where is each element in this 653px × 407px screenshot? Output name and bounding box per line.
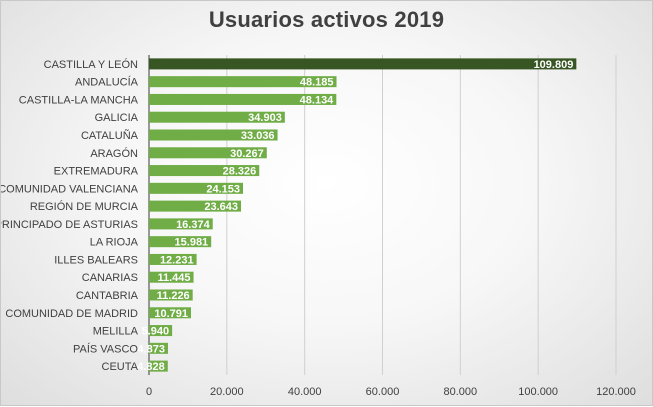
bar-value-label: 33.036 <box>241 130 275 142</box>
category-label: ARAGÓN <box>90 147 138 160</box>
bar-value-label: 16.374 <box>176 219 211 231</box>
bar-value-label: 11.445 <box>157 272 190 284</box>
category-label: ILLES BALEARS <box>54 254 138 266</box>
x-tick-label: 60.000 <box>366 386 400 398</box>
bar-value-label: 5.940 <box>142 326 170 338</box>
bar <box>149 360 168 372</box>
bar <box>149 218 213 230</box>
bar <box>149 253 197 265</box>
category-label: GALICIA <box>95 112 139 124</box>
bar <box>149 165 260 177</box>
bar-value-label: 28.326 <box>223 166 257 178</box>
bar <box>149 147 267 159</box>
category-label: EXTREMADURA <box>54 166 139 178</box>
bar-value-label: 23.643 <box>204 201 238 213</box>
bar-value-label: 11.226 <box>157 290 190 302</box>
labels-layer: 0 20.000 40.000 60.000 80.000 100.000 120.000 C… <box>1 58 636 398</box>
bar-value-label: 15.981 <box>175 237 209 249</box>
bar <box>149 93 337 105</box>
bar <box>149 342 168 354</box>
chart-title: Usuarios activos 2019 <box>208 7 445 32</box>
category-label: COMUNIDAD VALENCIANA <box>1 183 139 195</box>
x-tick-label: 0 <box>146 386 152 398</box>
x-tick-label: 120.000 <box>596 386 636 398</box>
grid-layer <box>148 55 617 375</box>
bar <box>149 182 243 194</box>
x-tick-label: 40.000 <box>288 386 322 398</box>
x-tick-label: 100.000 <box>518 386 558 398</box>
bar-value-label: 34.903 <box>248 112 282 124</box>
bar-value-label: 48.185 <box>300 77 334 89</box>
bar-value-label: 30.267 <box>230 148 264 160</box>
category-label: PAÍS VASCO <box>73 342 138 355</box>
bar <box>149 76 337 88</box>
x-tick-label: 20.000 <box>210 386 244 398</box>
bar <box>149 200 242 212</box>
bar-value-label: 4.828 <box>137 361 165 373</box>
bar <box>149 111 285 123</box>
category-label: CASTILLA Y LEÓN <box>44 58 138 71</box>
category-label: MELILLA <box>93 326 139 338</box>
bars-layer <box>149 58 577 372</box>
bar-value-label: 12.231 <box>160 254 194 266</box>
category-label: CATALUÑA <box>81 129 139 142</box>
bar <box>149 58 577 70</box>
bar-value-label: 48.134 <box>300 94 335 106</box>
bar-value-label: 24.153 <box>206 183 240 195</box>
category-label: CEUTA <box>102 361 139 373</box>
bar-value-label: 4.873 <box>137 343 165 355</box>
x-tick-label: 80.000 <box>444 386 478 398</box>
category-label: CANTABRIA <box>76 290 139 302</box>
bar <box>149 307 191 319</box>
category-label: ANDALUCÍA <box>75 76 139 89</box>
category-label: REGIÓN DE MURCIA <box>30 200 139 213</box>
category-label: LA RIOJA <box>90 237 139 249</box>
bar <box>149 129 278 141</box>
bar <box>149 325 173 337</box>
bar <box>149 271 194 283</box>
category-label: PRINCIPADO DE ASTURIAS <box>1 219 138 231</box>
category-label: CANARIAS <box>82 272 138 284</box>
category-label: CASTILLA-LA MANCHA <box>19 94 139 106</box>
bar <box>149 289 193 301</box>
bar-value-label: 10.791 <box>154 308 188 320</box>
bar-value-label: 109.809 <box>534 59 574 71</box>
category-label: COMUNIDAD DE MADRID <box>5 308 138 320</box>
bar <box>149 236 212 248</box>
